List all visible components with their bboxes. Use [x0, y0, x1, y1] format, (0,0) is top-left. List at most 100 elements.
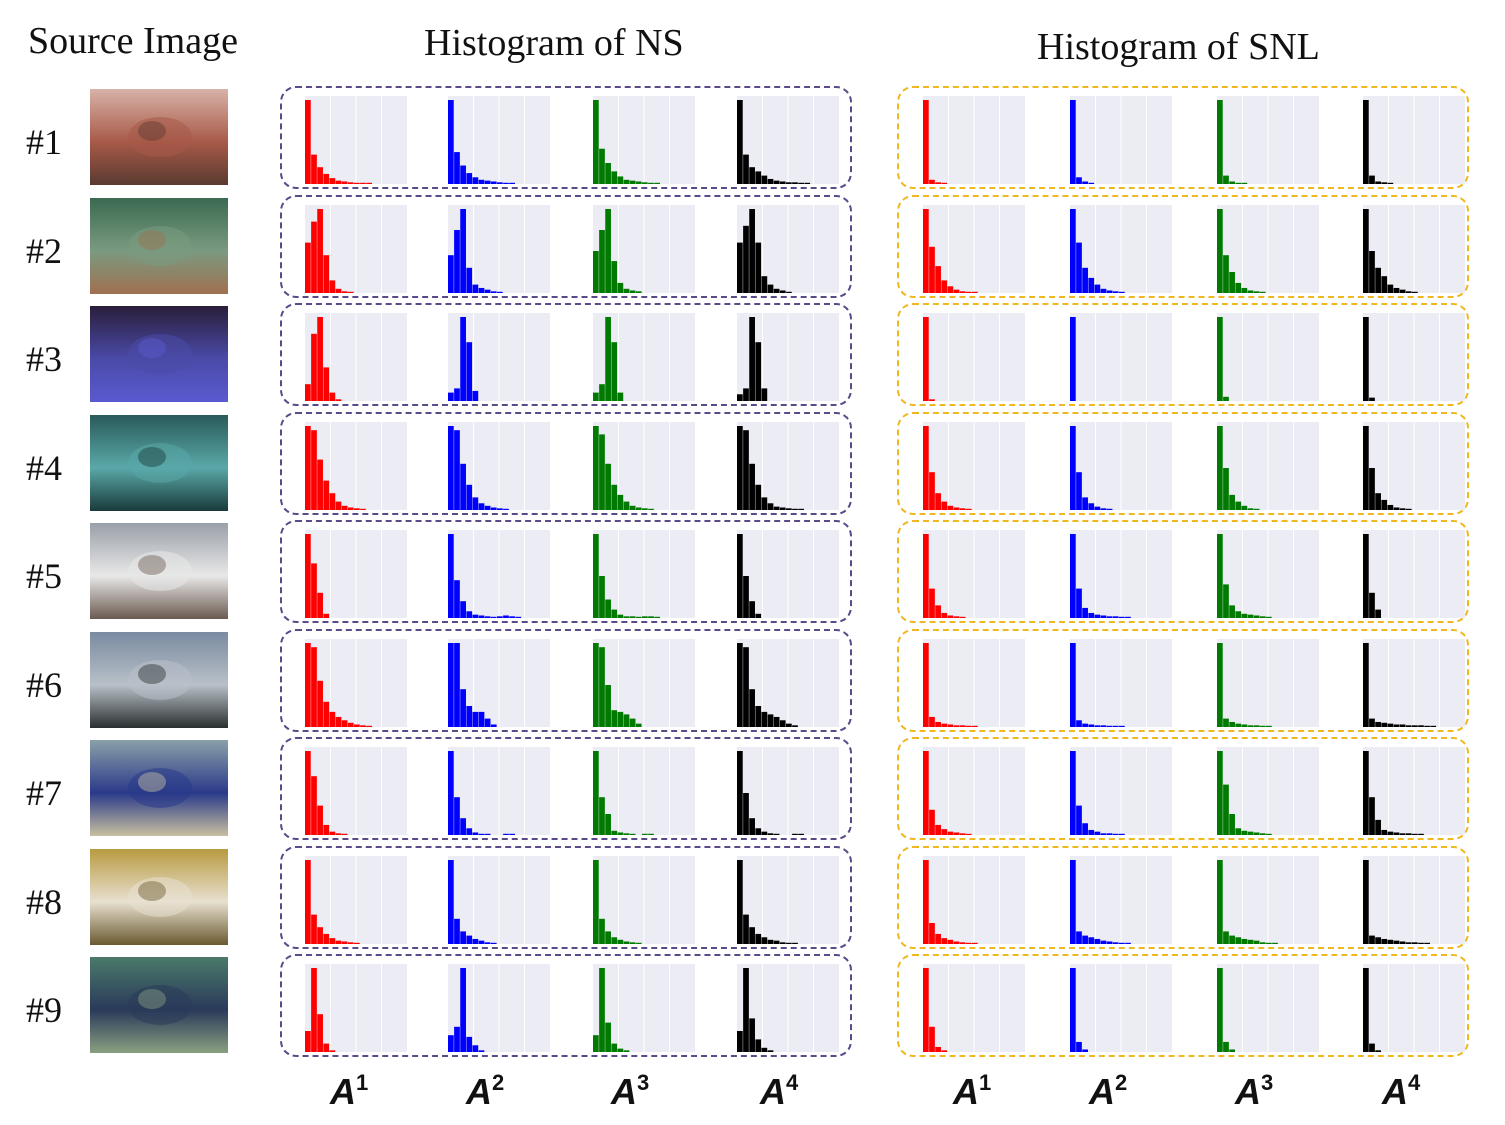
histogram-bar [1247, 724, 1254, 727]
histogram-bar [749, 601, 755, 618]
snl-histogram-a4 [1363, 96, 1465, 184]
histogram-bar [335, 940, 342, 944]
histogram-bar [737, 534, 743, 618]
histogram-bar [1399, 289, 1406, 293]
histogram-bar [773, 180, 780, 184]
snl-histogram-a1 [923, 421, 1025, 510]
snl-histogram-a3 [1217, 747, 1319, 835]
snl-histogram-a4 [1363, 855, 1465, 944]
histogram-bar [448, 425, 454, 510]
histogram-bar [354, 723, 360, 727]
histogram-bar [737, 859, 743, 944]
histogram-bar [617, 1048, 624, 1052]
histogram-bar [1387, 939, 1394, 944]
histogram-bar [593, 534, 599, 618]
histogram-bar [923, 534, 929, 618]
histogram-bar [1094, 938, 1101, 944]
histogram-bar [1241, 830, 1248, 835]
histogram-bar [1363, 317, 1369, 401]
histogram-bar [654, 182, 660, 184]
histogram-bar [1430, 725, 1437, 727]
ns-histogram-a2 [448, 530, 550, 618]
histogram-bar [1247, 507, 1254, 510]
histogram-bar [953, 289, 960, 293]
histogram-bar [1375, 181, 1381, 184]
histogram-bar [347, 722, 354, 727]
histogram-bar [1119, 616, 1125, 618]
histogram-bar [317, 805, 323, 835]
histogram-bar [1369, 935, 1375, 944]
ns-channel-label: A3 [611, 1070, 650, 1112]
histogram-bar [599, 384, 605, 401]
histogram-bar [1217, 751, 1223, 835]
histogram-bar [947, 831, 954, 835]
histogram-bar [1119, 942, 1125, 944]
histogram-bar [472, 938, 479, 944]
snl-histogram-a1 [923, 747, 1025, 835]
histogram-bar [1223, 175, 1229, 184]
histogram-bar [605, 317, 611, 401]
histogram-bar [935, 605, 941, 618]
histogram-bar [1363, 208, 1369, 293]
histogram-bar [305, 751, 311, 835]
histogram-bar [1070, 208, 1076, 293]
histogram-bar [366, 182, 372, 184]
histogram-bar [923, 208, 929, 293]
histogram-bar [642, 833, 648, 835]
histogram-bar [329, 279, 336, 293]
snl-channel-label: A1 [953, 1070, 992, 1112]
histogram-bar [761, 831, 768, 835]
histogram-bar [1088, 182, 1095, 184]
ns-histogram-a3 [593, 421, 695, 510]
histogram-bar [472, 614, 479, 618]
histogram-bar [792, 942, 798, 944]
histogram-bar [1247, 289, 1254, 293]
histogram-bar [323, 480, 330, 510]
histogram-bar [737, 425, 743, 510]
histogram-bar [1217, 317, 1223, 401]
histogram-bar [1100, 940, 1107, 944]
histogram-bar [761, 936, 768, 944]
histogram-bar [1241, 613, 1248, 618]
snl-histogram-a2 [1070, 530, 1172, 618]
histogram-bar [798, 833, 804, 835]
histogram-bar [755, 171, 762, 184]
ns-histogram-a4 [737, 96, 839, 184]
histogram-bar [923, 642, 929, 727]
histogram-bar [1266, 616, 1272, 618]
histogram-bar [953, 832, 960, 835]
histogram-bar [454, 388, 460, 401]
source-image-sand-hill-with-tree [90, 89, 228, 185]
histogram-bar [929, 588, 935, 618]
histogram-bar [454, 580, 460, 618]
ns-histogram-a2 [448, 421, 550, 510]
histogram-bar [923, 751, 929, 835]
histogram-bar [311, 333, 317, 401]
histogram-bar [605, 163, 611, 184]
row-label: #9 [26, 990, 62, 1030]
histogram-bar [786, 182, 792, 184]
histogram-bar [617, 939, 624, 944]
histogram-bar [1241, 505, 1248, 510]
histogram-bar [329, 831, 336, 835]
histogram-bar [335, 288, 342, 293]
snl-histogram-a1 [923, 313, 1025, 401]
ns-channel-label: A2 [466, 1070, 505, 1112]
histogram-bar [1418, 942, 1424, 944]
histogram-bar [1253, 940, 1260, 944]
histogram-bar [629, 941, 636, 944]
ns-histogram-a1 [305, 204, 407, 293]
histogram-bar [761, 275, 768, 293]
histogram-bar [749, 317, 755, 401]
histogram-bar [1387, 831, 1394, 835]
histogram-bar [953, 616, 960, 618]
histogram-bar [617, 711, 624, 727]
histogram-bar [737, 394, 743, 401]
histogram-bar [1070, 968, 1076, 1052]
histogram-bar [448, 254, 454, 293]
histogram-bar [947, 285, 954, 293]
histogram-bar [605, 599, 611, 618]
histogram-bar [941, 279, 948, 293]
ns-histogram-a1 [305, 530, 407, 618]
histogram-bar [454, 429, 460, 510]
